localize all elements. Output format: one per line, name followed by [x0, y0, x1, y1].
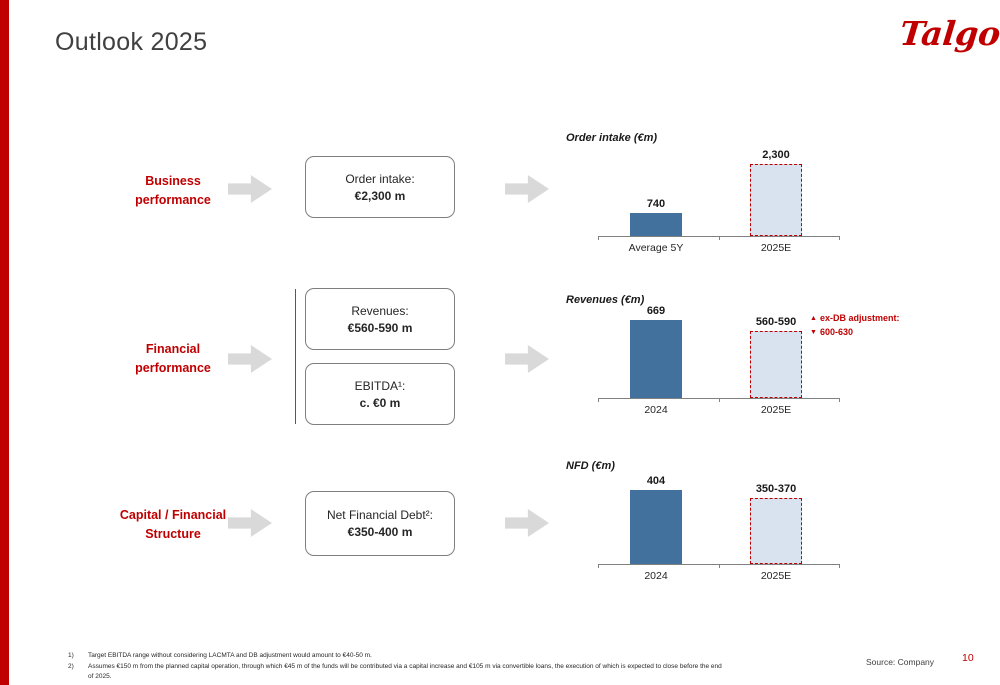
- bar-value-label: 669: [646, 305, 666, 317]
- footnote-1: 1) Target EBITDA range without consideri…: [68, 651, 728, 662]
- axis-tick: [598, 564, 599, 568]
- arrow-right-icon: [505, 345, 549, 373]
- bar-2025e: 350-370: [750, 483, 802, 564]
- arrow-right-icon: [505, 175, 549, 203]
- category-label: 2025E: [760, 242, 792, 254]
- row-label-business-performance: Business performance: [135, 174, 211, 207]
- order-intake-box: Order intake: €2,300 m: [305, 156, 455, 218]
- bar-2024: 404: [630, 475, 682, 564]
- triangle-up-icon: [810, 314, 817, 325]
- net-financial-debt-box: Net Financial Debt²: €350-400 m: [305, 491, 455, 556]
- chart-title: NFD (€m): [566, 460, 615, 472]
- revenues-box: Revenues: €560-590 m: [305, 288, 455, 350]
- category-label: 2024: [644, 404, 668, 416]
- bar-actual: [630, 320, 682, 398]
- nfd-chart: NFD (€m) 404 350-370 2024 2025E: [560, 458, 850, 588]
- talgo-logo: Talgo: [897, 14, 1000, 53]
- box-label: Order intake:: [345, 171, 415, 186]
- axis-tick: [839, 564, 840, 568]
- axis-tick: [598, 236, 599, 240]
- footnote-text: Target EBITDA range without considering …: [88, 652, 372, 659]
- chart-title: Order intake (€m): [566, 132, 658, 144]
- box-value: €560-590 m: [347, 320, 413, 335]
- axis-tick: [719, 236, 720, 240]
- bar-average-5y: 740: [630, 198, 682, 236]
- page-number: 10: [962, 652, 974, 664]
- axis-tick: [719, 398, 720, 402]
- box-value: €2,300 m: [354, 188, 406, 203]
- box-value: €350-400 m: [347, 525, 413, 539]
- category-label: Average 5Y: [628, 242, 684, 254]
- bar-actual: [630, 213, 682, 236]
- bar-value-label: 560-590: [755, 316, 797, 328]
- axis-tick: [839, 236, 840, 240]
- footnote-2: 2) Assumes €150 m from the planned capit…: [68, 662, 728, 683]
- bar-2025e: 2,300: [750, 149, 802, 236]
- bar-2025e: 560-590: [750, 316, 802, 398]
- annotation-value: 600-630: [819, 326, 853, 337]
- bar-2024: 669: [630, 305, 682, 398]
- bar-actual: [630, 490, 682, 564]
- annotation-text: ex-DB adjustment:: [819, 313, 900, 323]
- chart-plot-area: 404 350-370: [598, 475, 840, 568]
- box-label: Net Financial Debt²:: [326, 508, 434, 522]
- revenues-chart: Revenues (€m) 669 560-590 2024 2025E ex-…: [560, 292, 899, 422]
- category-label: 2025E: [760, 404, 792, 416]
- bar-estimate: [750, 498, 802, 564]
- source-label: Source: Company: [866, 657, 935, 667]
- left-accent-stripe: [0, 0, 9, 685]
- arrow-right-icon: [505, 509, 549, 537]
- chart-title: Revenues (€m): [566, 294, 645, 306]
- axis-tick: [719, 564, 720, 568]
- row-label-financial-performance: Financial performance: [135, 342, 211, 375]
- ex-db-adjustment-annotation: ex-DB adjustment: 600-630: [810, 312, 980, 339]
- order-intake-chart: Order intake (€m) 740 2,300 Average 5Y 2…: [560, 130, 850, 260]
- bar-value-label: 2,300: [762, 149, 790, 161]
- boxes-bracket-line: [295, 289, 296, 424]
- page-title: Outlook 2025: [55, 28, 208, 56]
- ebitda-box: EBITDA¹: c. €0 m: [305, 363, 455, 425]
- category-label: 2024: [644, 570, 668, 582]
- box-label: Revenues:: [351, 303, 409, 318]
- bar-estimate: [750, 331, 802, 398]
- row-label-capital-financial-structure: Capital / Financial Structure: [119, 508, 227, 541]
- chart-plot-area: 740 2,300: [598, 148, 840, 240]
- bar-value-label: 404: [646, 475, 666, 487]
- footnote-marker: 2): [68, 662, 74, 670]
- footnotes: 1) Target EBITDA range without consideri…: [68, 651, 728, 683]
- bar-estimate: [750, 164, 802, 236]
- box-label: EBITDA¹:: [354, 378, 406, 393]
- chart-plot-area: 669 560-590: [598, 305, 840, 402]
- box-value: c. €0 m: [359, 395, 401, 410]
- axis-tick: [598, 398, 599, 402]
- bar-value-label: 740: [646, 198, 666, 210]
- footnote-text: Assumes €150 m from the planned capital …: [88, 662, 722, 681]
- bar-value-label: 350-370: [755, 483, 797, 495]
- axis-tick: [839, 398, 840, 402]
- triangle-down-icon: [810, 328, 817, 339]
- category-label: 2025E: [760, 570, 792, 582]
- footnote-marker: 1): [68, 652, 74, 659]
